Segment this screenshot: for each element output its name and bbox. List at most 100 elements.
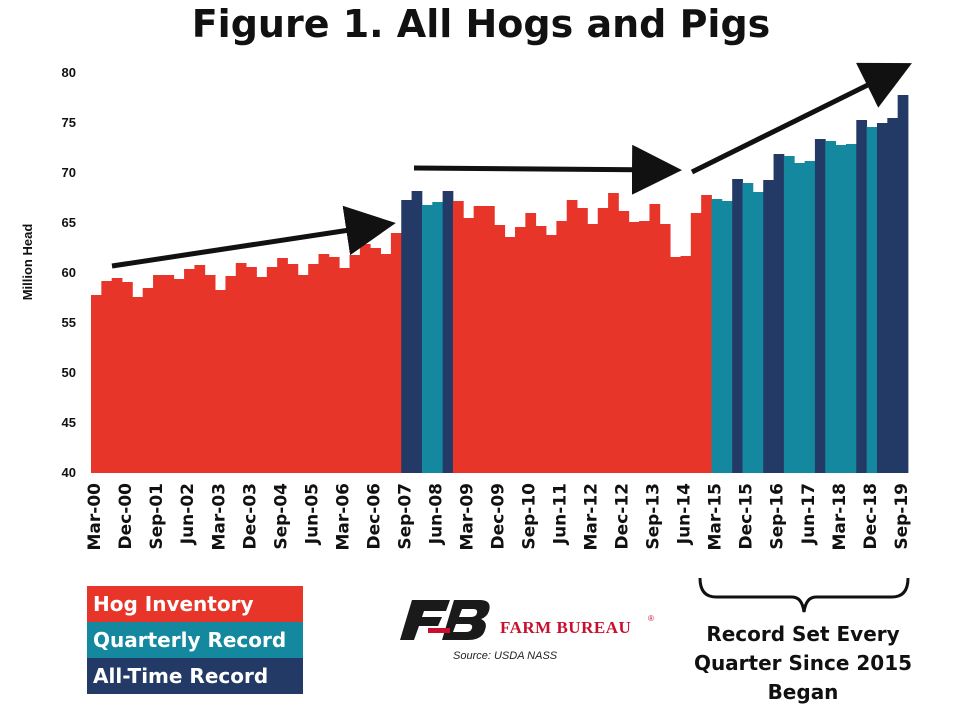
x-tick-label: Dec-18: [861, 483, 881, 549]
y-tick-label: 55: [62, 315, 76, 330]
y-tick-label: 70: [62, 165, 76, 180]
x-tick-label: Sep-16: [768, 483, 788, 550]
bar: [577, 208, 588, 473]
bar: [742, 183, 754, 473]
chart-title: Figure 1. All Hogs and Pigs: [191, 2, 771, 46]
trend-arrow-2015-2019: [690, 62, 912, 175]
bar: [349, 255, 361, 473]
trend-arrow-2008-2014: [413, 144, 682, 195]
trend-arrow-2000-2007: [111, 205, 396, 269]
bar: [246, 267, 257, 473]
bar: [390, 233, 402, 473]
x-tick-label: Mar-12: [582, 483, 602, 551]
trend-arrows: [111, 62, 912, 269]
bar: [370, 248, 381, 473]
bar: [752, 192, 764, 473]
bar: [701, 195, 712, 473]
x-tick-label: Dec-03: [240, 483, 260, 549]
bar: [546, 235, 557, 473]
y-tick-label: 75: [62, 115, 76, 130]
bar: [794, 163, 805, 473]
bar: [587, 224, 599, 473]
bar: [411, 191, 423, 473]
x-tick-label: Jun-08: [426, 483, 446, 545]
x-tick-label: Sep-19: [892, 483, 912, 550]
farm-bureau-logo: FARM BUREAU ®: [398, 598, 658, 642]
bar: [132, 297, 144, 473]
y-tick-label: 50: [62, 365, 76, 380]
x-tick-label: Mar-03: [209, 483, 229, 551]
x-tick-label: Jun-02: [178, 483, 198, 545]
bar: [173, 279, 185, 473]
bar: [204, 275, 216, 473]
x-tick-label: Mar-18: [830, 483, 850, 551]
bar: [866, 127, 878, 473]
x-tick-label: Jun-05: [302, 483, 322, 545]
bar: [91, 295, 102, 473]
x-tick-label: Sep-01: [147, 483, 167, 550]
bar: [339, 268, 350, 473]
bar: [421, 205, 433, 473]
farm-bureau-wordmark: FARM BUREAU: [500, 618, 632, 637]
bar: [101, 281, 113, 473]
bar: [659, 224, 671, 473]
bar: [535, 226, 547, 473]
bar: [328, 257, 340, 473]
bar: [525, 213, 537, 473]
y-tick-label: 45: [62, 415, 76, 430]
bar: [494, 225, 506, 473]
x-tick-label: Sep-07: [395, 483, 415, 550]
bar: [483, 206, 495, 473]
bar: [783, 156, 795, 473]
bar: [804, 161, 816, 473]
record-annotation: Record Set Every Quarter Since 2015 Bega…: [693, 622, 913, 704]
y-tick-label: 40: [62, 465, 76, 480]
bar: [256, 277, 268, 473]
bar: [876, 123, 888, 473]
bar: [566, 200, 578, 473]
bar: [639, 221, 650, 473]
bar: [504, 237, 516, 473]
x-tick-label: Jun-14: [675, 483, 695, 545]
y-axis-label: Million Head: [20, 224, 35, 301]
bar: [825, 141, 837, 473]
bar: [773, 154, 785, 473]
x-tick-label: Mar-00: [85, 483, 105, 551]
bar: [690, 213, 702, 473]
bar: [814, 139, 826, 473]
bar: [194, 265, 206, 473]
bar: [380, 254, 392, 473]
bar: [153, 275, 164, 473]
bar: [628, 222, 640, 473]
x-tick-label: Sep-04: [271, 483, 291, 550]
bar: [266, 267, 278, 473]
legend-all-time-record: All-Time Record: [87, 658, 303, 694]
x-tick-label: Dec-12: [613, 483, 633, 549]
bar: [649, 204, 661, 473]
bar: [670, 257, 681, 473]
x-tick-label: Dec-09: [489, 483, 509, 549]
bar: [432, 202, 444, 473]
y-axis-ticks: 40 45 50 55 60 65 70 75 80: [62, 65, 76, 480]
bar: [763, 180, 774, 473]
bar: [215, 290, 226, 473]
y-tick-label: 80: [62, 65, 76, 80]
source-note: Source: USDA NASS: [453, 650, 558, 662]
y-tick-label: 60: [62, 265, 76, 280]
bar: [287, 264, 299, 473]
bar: [711, 199, 723, 473]
bar: [318, 254, 330, 473]
bar: [556, 221, 568, 473]
legend-quarterly-record: Quarterly Record: [87, 622, 303, 658]
x-tick-label: Sep-10: [520, 483, 540, 550]
x-tick-label: Jun-11: [551, 483, 571, 545]
bar: [845, 144, 857, 473]
bar: [308, 264, 319, 473]
farm-bureau-fb-icon: [400, 600, 490, 640]
bar: [732, 179, 743, 473]
x-tick-label: Dec-06: [364, 483, 384, 549]
y-tick-label: 65: [62, 215, 76, 230]
bar: [680, 256, 692, 473]
bar: [359, 244, 371, 473]
